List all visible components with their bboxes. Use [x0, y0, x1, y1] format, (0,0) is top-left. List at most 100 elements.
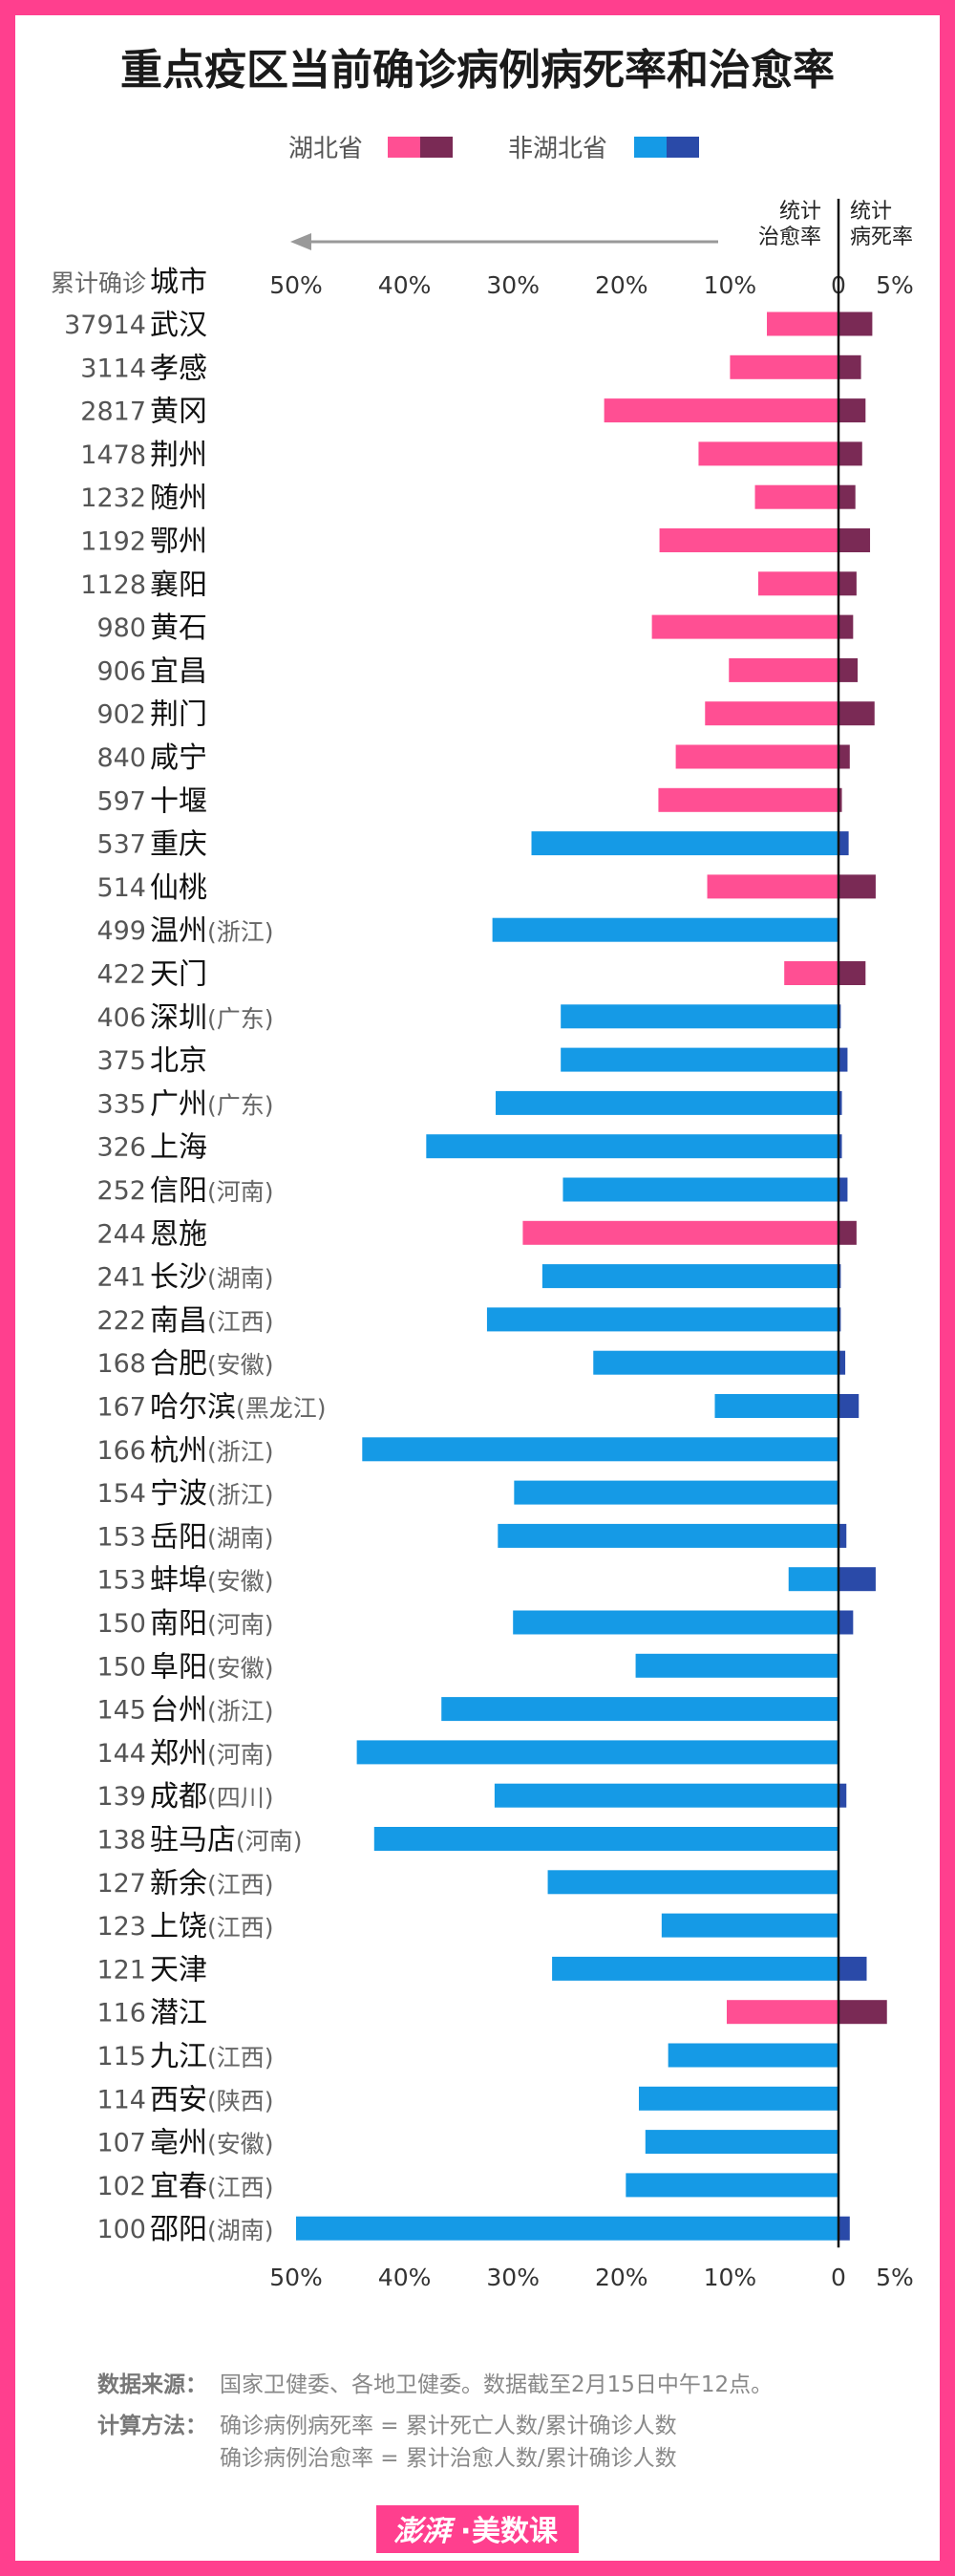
source-text: 国家卫健委、各地卫健委。数据截至2月15日中午12点。 — [220, 2372, 773, 2397]
count-label: 123 — [96, 1912, 146, 1942]
city-name: 合肥 — [150, 1347, 207, 1381]
city-name: 西安 — [150, 2083, 207, 2116]
recovery-bar — [552, 1956, 838, 1981]
count-label: 422 — [96, 960, 146, 990]
count-label: 902 — [96, 700, 146, 730]
legend-swatch-non-hubei-recovery — [634, 137, 667, 158]
chart-row: 121 天津 — [96, 1953, 867, 1986]
recovery-bar — [730, 354, 838, 379]
recovery-tick-label: 20% — [595, 2264, 648, 2291]
city-label: 哈尔滨(黑龙江) — [150, 1391, 327, 1425]
province-label: (湖南) — [207, 1524, 274, 1552]
city-label: 合肥(安徽) — [150, 1347, 274, 1381]
brand-dot-icon: · — [460, 2515, 471, 2548]
recovery-bar — [784, 961, 838, 985]
chart-row: 326 上海 — [96, 1131, 842, 1165]
city-name: 新余 — [150, 1867, 207, 1900]
chart-title: 重点疫区当前确诊病例病死率和治愈率 — [120, 46, 835, 95]
chart-row: 150 南阳(河南) — [96, 1607, 854, 1641]
count-label: 167 — [96, 1393, 146, 1423]
city-name: 咸宁 — [150, 741, 207, 775]
recovery-bar — [522, 1220, 838, 1245]
city-label: 咸宁 — [150, 741, 207, 775]
axis-bottom: 50% 40% 30% 20% 10% 0 5% — [269, 2264, 914, 2291]
city-label: 长沙(湖南) — [150, 1261, 274, 1295]
city-name: 仙桃 — [150, 871, 207, 905]
recovery-bar — [362, 1437, 838, 1462]
province-label: (陕西) — [207, 2087, 274, 2114]
death-bar — [838, 1567, 876, 1592]
city-label: 天门 — [150, 958, 207, 992]
chart-row: 597 十堰 — [96, 784, 842, 818]
province-label: (安徽) — [207, 2131, 274, 2158]
city-name: 深圳 — [150, 1001, 207, 1035]
count-label: 154 — [96, 1479, 146, 1509]
province-label: (浙江) — [207, 1698, 274, 1726]
legend-label-non-hubei: 非湖北省 — [508, 135, 607, 163]
chart-row: 1478 荆州 — [80, 439, 862, 472]
recovery-bar — [675, 744, 838, 769]
city-name: 随州 — [150, 482, 207, 515]
count-label: 980 — [96, 613, 146, 643]
city-name: 成都 — [150, 1780, 207, 1814]
recovery-tick-label: 30% — [486, 271, 540, 299]
chart-row: 144 郑州(河南) — [96, 1737, 838, 1771]
city-label: 郑州(河南) — [150, 1737, 274, 1771]
recovery-bar — [373, 1827, 838, 1851]
count-column-header: 累计确诊 — [51, 269, 146, 297]
count-label: 514 — [96, 873, 146, 903]
chart-row: 168 合肥(安徽) — [96, 1347, 846, 1381]
city-label: 九江(江西) — [150, 2040, 274, 2073]
city-label: 荆门 — [150, 698, 207, 732]
city-name: 台州 — [150, 1694, 207, 1728]
recovery-bar — [426, 1134, 838, 1159]
recovery-bar — [638, 2086, 838, 2111]
province-label: (江西) — [207, 1871, 274, 1899]
province-label: (河南) — [207, 1741, 274, 1769]
chart-row: 116 潜江 — [96, 1997, 887, 2030]
recovery-bar — [698, 441, 838, 466]
city-name: 广州 — [150, 1087, 207, 1121]
count-label: 153 — [96, 1522, 146, 1552]
city-label: 北京 — [150, 1044, 207, 1078]
count-label: 121 — [96, 1955, 146, 1985]
header-line: 统计 — [779, 200, 821, 224]
chart-row: 3114 孝感 — [80, 352, 861, 385]
city-label: 随州 — [150, 482, 207, 515]
count-label: 139 — [96, 1782, 146, 1812]
count-label: 375 — [96, 1046, 146, 1076]
death-bar — [838, 831, 849, 856]
city-label: 杭州(浙江) — [150, 1434, 274, 1468]
city-name: 孝感 — [150, 352, 207, 385]
city-name: 长沙 — [150, 1261, 207, 1295]
chart-row: 2817 黄冈 — [80, 396, 866, 429]
chart-row: 1128 襄阳 — [80, 569, 857, 602]
city-name: 蚌埠 — [150, 1564, 207, 1598]
province-label: (河南) — [207, 1178, 274, 1206]
chart-row: 123 上饶(江西) — [96, 1910, 838, 1943]
count-label: 1128 — [80, 570, 146, 600]
recovery-bar — [726, 2000, 838, 2025]
recovery-bar — [561, 1004, 838, 1029]
city-name: 黄冈 — [150, 396, 207, 429]
recovery-bar — [661, 1913, 838, 1938]
recovery-bar — [496, 1090, 838, 1115]
city-label: 天津 — [150, 1953, 207, 1986]
chart-row: 166 杭州(浙江) — [96, 1434, 838, 1468]
count-label: 2817 — [80, 397, 146, 427]
chart-row: 145 台州(浙江) — [96, 1694, 838, 1728]
province-label: (湖南) — [207, 1265, 274, 1293]
chart-row: 335 广州(广东) — [96, 1087, 842, 1121]
province-label: (江西) — [207, 2044, 274, 2072]
death-bar — [838, 701, 875, 726]
province-label: (河南) — [236, 1828, 303, 1856]
recovery-bar — [531, 831, 838, 856]
brand-bar — [376, 2505, 579, 2553]
death-bar — [838, 1394, 860, 1418]
death-bar — [838, 744, 850, 769]
city-label: 成都(四川) — [150, 1780, 274, 1814]
count-label: 166 — [96, 1436, 146, 1466]
chart-row: 902 荆门 — [96, 698, 875, 732]
chart-row: 154 宁波(浙江) — [96, 1477, 838, 1511]
